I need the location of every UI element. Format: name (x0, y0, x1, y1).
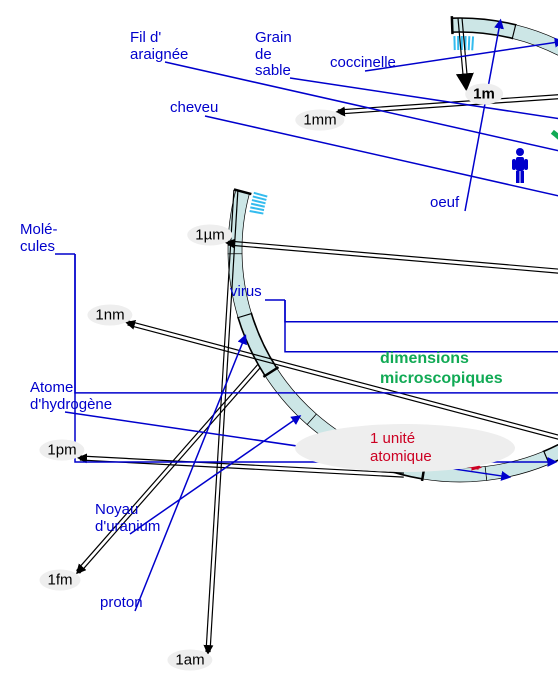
scale-label-1am: 1am (167, 650, 212, 671)
scale-label-1pm: 1pm (39, 440, 84, 461)
blue-label: proton (100, 595, 143, 612)
scale-label-1fm: 1fm (39, 570, 80, 591)
blue-label: cheveu (170, 100, 218, 117)
scale-label-1µm: 1µm (187, 225, 232, 246)
scale-label-1mm: 1mm (295, 110, 344, 131)
scale-label-1m: 1m (465, 84, 503, 105)
blue-label: virus (230, 284, 262, 301)
blue-label: Noyau d'uranium (95, 502, 160, 535)
person-icon (512, 148, 528, 183)
blue-label: Grain de sable (255, 30, 292, 80)
scale-label-1nm: 1nm (87, 305, 132, 326)
blue-label: Molé- cules (20, 222, 58, 255)
blue-label: coccinelle (330, 55, 396, 72)
red-label-2: atomique (370, 448, 432, 465)
blue-label: Atome d'hydrogène (30, 380, 112, 413)
green-label-2: microscopiques (380, 370, 503, 388)
blue-label: Fil d' araignée (130, 30, 188, 63)
red-label: 1 unité (370, 430, 415, 447)
blue-label: oeuf (430, 195, 459, 212)
green-label: dimensions (380, 350, 469, 368)
